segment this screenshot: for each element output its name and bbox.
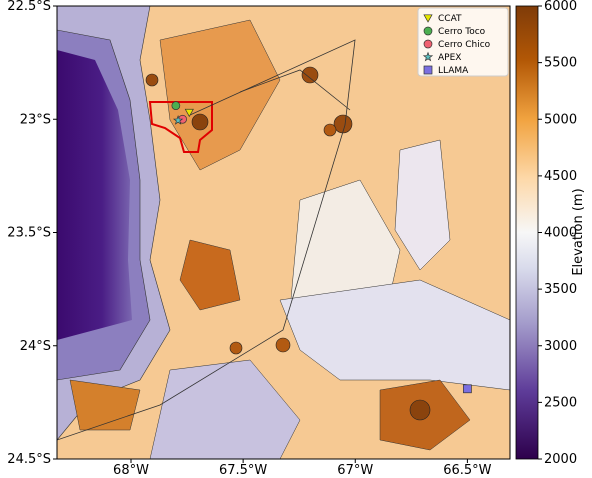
y-tick-label: 23°S bbox=[20, 112, 51, 127]
legend-label: CCAT bbox=[438, 14, 462, 24]
colorbar-tick-label: 5000 bbox=[544, 112, 577, 127]
colorbar-tick-label: 4000 bbox=[544, 226, 577, 241]
legend-label: Cerro Chico bbox=[438, 40, 491, 50]
legend: CCAT Cerro Toco Cerro Chico APEX LLAMA bbox=[417, 7, 509, 77]
colorbar-tick-label: 4500 bbox=[544, 169, 577, 184]
site-marker bbox=[184, 108, 194, 118]
y-tick-label: 22.5°S bbox=[7, 0, 51, 14]
legend-marker bbox=[423, 26, 433, 36]
x-tick-label: 67.5°W bbox=[219, 463, 267, 474]
legend-label: LLAMA bbox=[438, 66, 469, 76]
legend-marker bbox=[423, 65, 433, 75]
colorbar-tick-label: 3000 bbox=[544, 339, 577, 354]
y-tick-label: 23.5°S bbox=[7, 226, 51, 241]
colorbar-tick-label: 2000 bbox=[544, 452, 577, 467]
site-marker bbox=[171, 101, 181, 111]
legend-marker bbox=[423, 39, 433, 49]
legend-marker bbox=[422, 51, 434, 62]
colorbar-label: Elevation (m) bbox=[571, 188, 586, 275]
colorbar-tick-label: 2500 bbox=[544, 395, 577, 410]
x-tick-label: 66.5°W bbox=[443, 463, 491, 474]
legend-label: Cerro Toco bbox=[438, 27, 486, 37]
x-tick-label: 67°W bbox=[337, 463, 373, 474]
colorbar-tick-label: 3500 bbox=[544, 282, 577, 297]
colorbar-tick-label: 6000 bbox=[544, 0, 577, 14]
x-tick-label: 68°W bbox=[113, 463, 149, 474]
terrain bbox=[57, 6, 510, 459]
legend-label: APEX bbox=[438, 53, 461, 63]
y-tick-label: 24.5°S bbox=[7, 452, 51, 467]
y-tick-label: 24°S bbox=[20, 339, 51, 354]
colorbar bbox=[515, 5, 539, 460]
site-marker bbox=[172, 114, 184, 125]
colorbar-tick-label: 5500 bbox=[544, 56, 577, 71]
legend-marker bbox=[423, 14, 433, 23]
site-marker bbox=[463, 384, 472, 394]
